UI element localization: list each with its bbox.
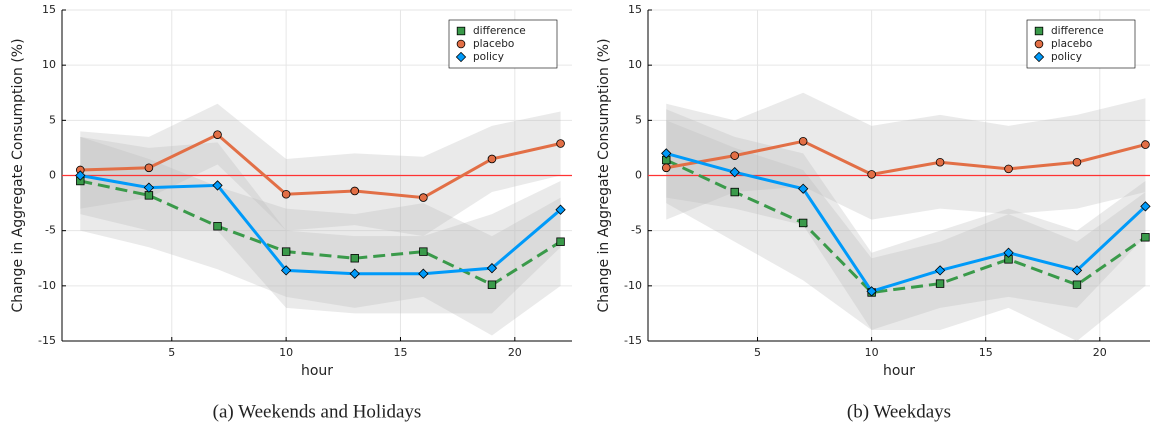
data-point	[661, 163, 671, 173]
legend-marker	[456, 39, 466, 49]
data-point	[486, 263, 498, 274]
data-point	[866, 286, 877, 297]
data-point	[1072, 280, 1082, 289]
data-point	[281, 247, 291, 256]
data-point	[661, 148, 672, 159]
data-point	[867, 170, 876, 179]
data-point	[555, 204, 566, 215]
data-point	[280, 265, 292, 276]
data-point	[281, 189, 291, 199]
data-point	[797, 183, 809, 194]
y-axis-label: Change in Aggregate Consumption (%)	[10, 38, 26, 312]
data-point	[556, 237, 565, 246]
data-point	[1141, 233, 1150, 242]
x-axis-label: hour	[301, 363, 333, 379]
confidence-band	[666, 109, 1146, 330]
legend-label: difference	[1051, 25, 1104, 37]
data-point	[419, 247, 428, 256]
data-point	[487, 154, 497, 164]
legend-label: difference	[473, 25, 526, 37]
data-point	[487, 280, 497, 289]
data-point	[213, 222, 222, 231]
y-axis-label: Change in Aggregate Consumption (%)	[596, 38, 612, 312]
y-tick-label: -10	[624, 279, 642, 292]
legend-box	[448, 19, 558, 69]
series-line	[665, 151, 1147, 294]
data-point	[935, 157, 945, 167]
x-tick-label: 20	[508, 346, 522, 359]
legend-marker	[1034, 26, 1044, 36]
series-line	[80, 132, 561, 200]
legend-marker	[1033, 51, 1045, 63]
data-point	[730, 151, 740, 160]
x-tick-label: 15	[979, 346, 993, 359]
y-tick-label: -15	[624, 334, 642, 347]
data-point	[798, 218, 808, 228]
data-point	[350, 254, 359, 263]
data-point	[1072, 157, 1082, 167]
x-tick-label: 5	[754, 346, 761, 359]
data-point	[1003, 247, 1014, 258]
y-tick-label: -5	[45, 224, 56, 237]
data-point	[1141, 140, 1150, 149]
x-tick-label: 15	[393, 346, 407, 359]
data-point	[730, 187, 739, 197]
y-tick-label: -5	[631, 224, 642, 237]
confidence-band	[666, 92, 1146, 220]
confidence-band	[80, 103, 561, 237]
legend-box	[1026, 19, 1136, 69]
series-line	[79, 179, 562, 287]
legend-marker	[455, 51, 467, 63]
data-point	[729, 167, 740, 178]
x-tick-label: 5	[168, 346, 175, 359]
data-point	[350, 186, 360, 196]
y-tick-label: -10	[38, 279, 56, 292]
confidence-band	[80, 136, 561, 314]
data-point	[349, 268, 360, 279]
series-line	[665, 158, 1147, 295]
data-point	[144, 163, 154, 173]
data-point	[418, 268, 429, 279]
caption: (a) Weekends and Holidays	[213, 401, 422, 422]
y-tick-label: -15	[38, 334, 56, 347]
y-tick-label: 5	[49, 113, 56, 126]
y-tick-label: 10	[628, 58, 642, 71]
data-point	[212, 180, 223, 191]
data-point	[143, 182, 155, 193]
legend-marker	[1034, 39, 1044, 49]
legend-label: placebo	[1051, 38, 1092, 50]
series-line	[665, 139, 1146, 176]
series-line	[80, 174, 562, 276]
data-point	[556, 139, 565, 148]
caption: (b) Weekdays	[847, 401, 951, 422]
data-point	[798, 136, 808, 146]
y-tick-label: 0	[49, 169, 56, 182]
x-tick-label: 10	[865, 346, 879, 359]
legend-marker	[456, 26, 466, 36]
y-tick-label: 5	[635, 113, 642, 126]
y-tick-label: 15	[42, 3, 56, 16]
y-tick-label: 10	[42, 58, 56, 71]
data-point	[1140, 201, 1151, 212]
data-point	[935, 279, 945, 288]
data-point	[934, 265, 946, 276]
data-point	[419, 193, 428, 202]
data-point	[213, 130, 222, 139]
data-point	[1071, 265, 1083, 276]
x-tick-label: 20	[1093, 346, 1107, 359]
legend-label: policy	[1051, 51, 1082, 63]
x-axis-label: hour	[883, 363, 915, 379]
legend-label: policy	[473, 51, 504, 63]
legend-label: placebo	[473, 38, 514, 50]
data-point	[1004, 164, 1013, 174]
y-tick-label: 0	[635, 169, 642, 182]
x-tick-label: 10	[279, 346, 293, 359]
y-tick-label: 15	[628, 3, 642, 16]
data-point	[75, 170, 86, 181]
